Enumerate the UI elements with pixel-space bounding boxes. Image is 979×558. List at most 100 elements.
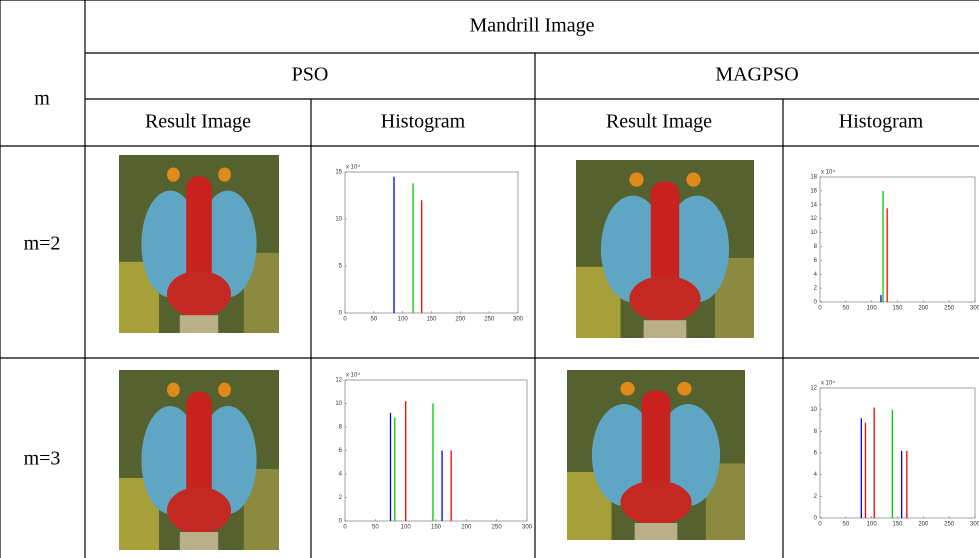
result-image [119, 370, 279, 550]
x-tick-label: 250 [944, 306, 955, 312]
x-tick-label: 250 [484, 317, 495, 323]
muzzle [167, 487, 231, 534]
x-tick-label: 150 [431, 525, 442, 531]
y-tick-label: 6 [814, 258, 818, 264]
column-header: Histogram [839, 111, 924, 133]
muzzle [167, 271, 231, 317]
eye [167, 167, 180, 181]
result-image [567, 370, 745, 540]
multiplier-label: x 10⁴ [821, 169, 835, 176]
chin [635, 523, 678, 540]
y-tick-label: 10 [335, 401, 342, 407]
x-tick-label: 0 [343, 317, 347, 323]
y-tick-label: 10 [810, 407, 817, 413]
method-header: PSO [292, 64, 329, 86]
x-tick-label: 50 [842, 306, 849, 312]
y-tick-label: 2 [814, 494, 818, 500]
y-tick-label: 18 [810, 175, 817, 181]
y-tick-label: 0 [814, 516, 818, 522]
y-tick-label: 2 [814, 286, 818, 292]
chin [180, 315, 218, 333]
x-tick-label: 300 [513, 317, 524, 323]
x-tick-label: 100 [398, 317, 409, 323]
x-tick-label: 150 [892, 306, 903, 312]
column-header: Result Image [145, 111, 251, 133]
x-tick-label: 50 [370, 317, 377, 323]
row-label: m=3 [24, 448, 61, 470]
y-tick-label: 2 [339, 495, 343, 501]
eye [686, 172, 700, 186]
nose [186, 392, 212, 500]
x-tick-label: 200 [455, 317, 466, 323]
y-tick-label: 4 [814, 472, 818, 478]
y-tick-label: 8 [814, 244, 818, 250]
multiplier-label: x 10⁴ [821, 380, 835, 387]
y-tick-label: 12 [810, 386, 817, 392]
nose [186, 176, 212, 283]
row-label: m=2 [24, 233, 61, 255]
x-tick-label: 300 [522, 525, 533, 531]
x-tick-label: 0 [818, 306, 822, 312]
eye [218, 383, 231, 397]
y-tick-label: 12 [810, 216, 817, 222]
muzzle [620, 481, 691, 525]
x-tick-label: 0 [818, 522, 822, 528]
x-tick-label: 200 [918, 522, 929, 528]
page: Mandrill Image m PSO MAGPSO Result Image… [0, 0, 979, 558]
plot-frame [345, 172, 518, 313]
y-tick-label: 6 [814, 451, 818, 457]
x-tick-label: 300 [970, 306, 979, 312]
y-tick-label: 8 [339, 425, 343, 431]
y-tick-label: 0 [814, 300, 818, 306]
result-image [119, 155, 279, 333]
nose [642, 390, 670, 492]
table: Mandrill Image m PSO MAGPSO Result Image… [0, 0, 979, 558]
y-tick-label: 5 [339, 264, 343, 270]
column-header: Histogram [381, 111, 466, 133]
column-header: Result Image [606, 111, 712, 133]
x-tick-label: 50 [842, 522, 849, 528]
y-tick-label: 4 [339, 472, 343, 478]
x-tick-label: 50 [372, 525, 379, 531]
x-tick-label: 200 [918, 306, 929, 312]
y-tick-label: 10 [810, 230, 817, 236]
muzzle [629, 276, 700, 322]
nose [651, 181, 679, 288]
eye [218, 167, 231, 181]
plot-frame [820, 177, 975, 302]
y-tick-label: 8 [814, 429, 818, 435]
result-image [576, 160, 754, 338]
eye [620, 382, 634, 396]
row-header: m [34, 88, 50, 110]
multiplier-label: x 10⁴ [346, 372, 360, 379]
plot-frame [820, 388, 975, 518]
eye [677, 382, 691, 396]
y-tick-label: 0 [339, 519, 343, 525]
eye [167, 383, 180, 397]
y-tick-label: 0 [339, 311, 343, 317]
x-tick-label: 300 [970, 522, 979, 528]
y-tick-label: 6 [339, 448, 343, 454]
x-tick-label: 100 [401, 525, 412, 531]
chin [180, 532, 218, 550]
y-tick-label: 4 [814, 272, 818, 278]
x-tick-label: 100 [867, 306, 878, 312]
y-tick-label: 12 [335, 378, 342, 384]
multiplier-label: x 10⁴ [346, 164, 360, 171]
chin [644, 320, 687, 338]
x-tick-label: 100 [867, 522, 878, 528]
x-tick-label: 250 [492, 525, 503, 531]
y-tick-label: 16 [810, 188, 817, 194]
x-tick-label: 250 [944, 522, 955, 528]
table-title: Mandrill Image [470, 15, 595, 37]
x-tick-label: 200 [461, 525, 472, 531]
x-tick-label: 150 [426, 317, 437, 323]
eye [629, 172, 643, 186]
y-tick-label: 10 [335, 217, 342, 223]
plot-frame [345, 380, 527, 521]
x-tick-label: 0 [343, 525, 347, 531]
x-tick-label: 150 [892, 522, 903, 528]
y-tick-label: 15 [335, 170, 342, 176]
y-tick-label: 14 [810, 202, 817, 208]
method-header: MAGPSO [715, 64, 798, 86]
